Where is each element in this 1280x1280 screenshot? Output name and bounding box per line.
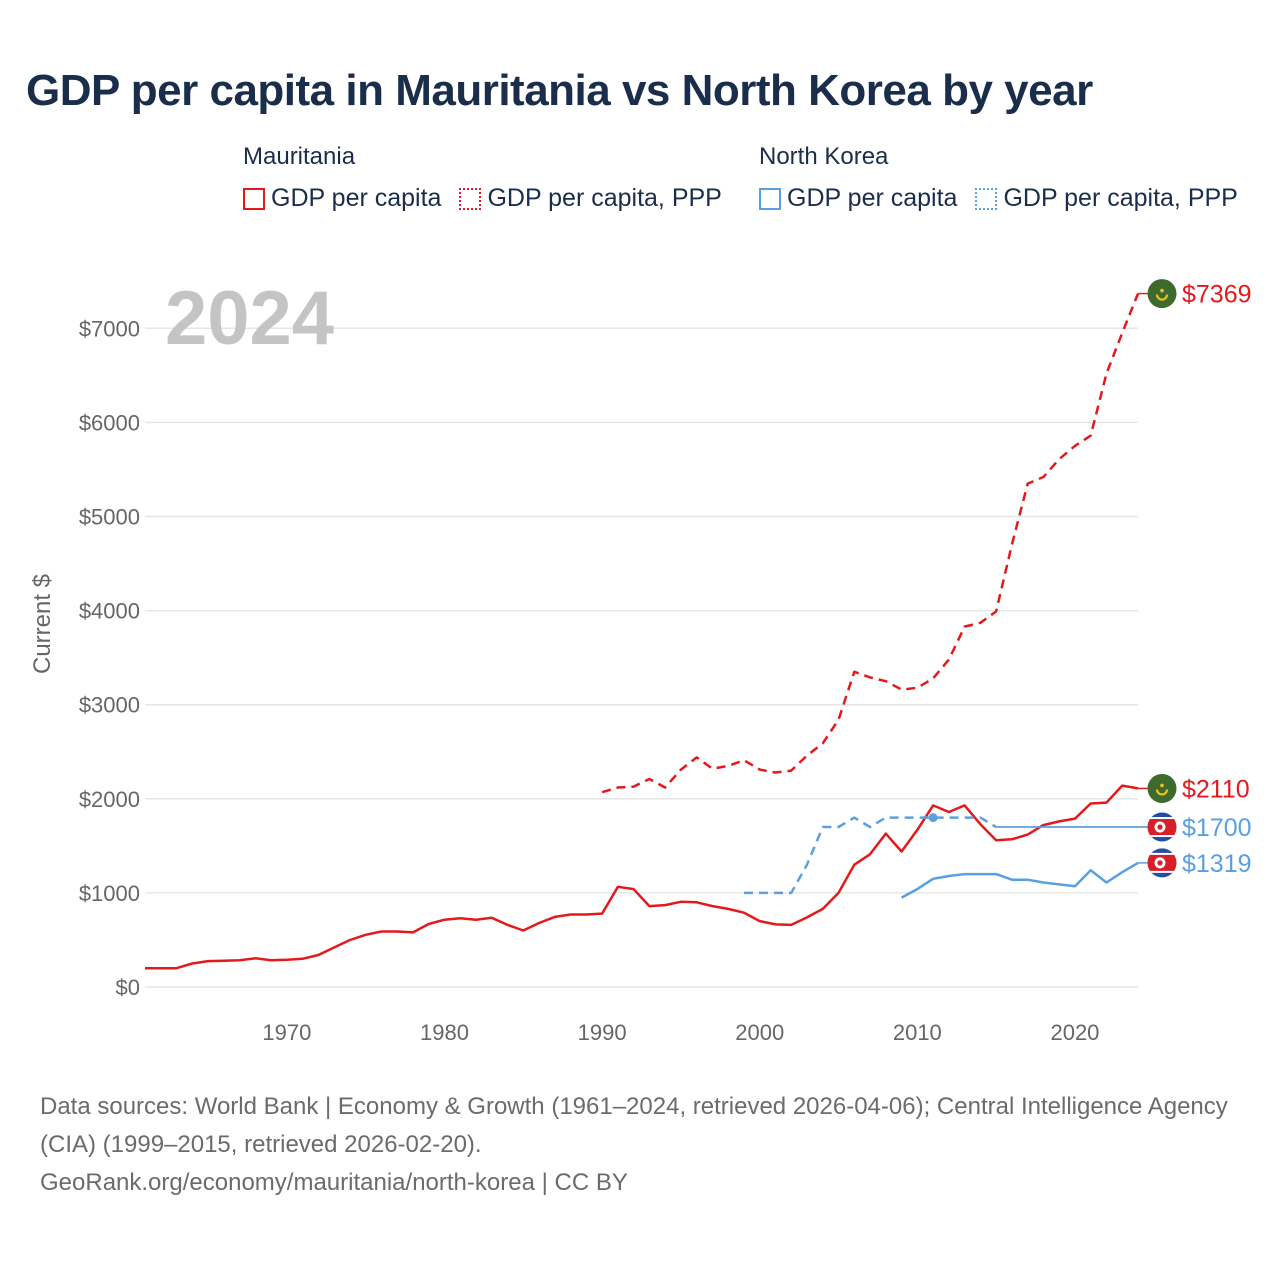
legend-group-mauritania: Mauritania GDP per capita GDP per capita… (243, 143, 740, 213)
y-tick-label: $3000 (79, 693, 140, 718)
mauritania-flag-icon (1147, 279, 1177, 309)
credit-link[interactable]: GeoRank.org/economy/mauritania/north-kor… (40, 1169, 628, 1196)
north-korea-flag-icon (1147, 812, 1177, 842)
legend-group-name: North Korea (759, 143, 889, 170)
x-tick-label: 1980 (420, 1020, 469, 1045)
x-tick-label: 1990 (578, 1020, 627, 1045)
y-tick-label: $4000 (79, 599, 140, 624)
y-tick-label: $6000 (79, 410, 140, 435)
north-korea-flag-icon (1147, 848, 1177, 878)
end-value-label: $1700 (1182, 814, 1252, 842)
legend-item-label: GDP per capita, PPP (1003, 184, 1238, 212)
x-tick-label: 1970 (262, 1020, 311, 1045)
y-axis-label: Current $ (29, 574, 56, 674)
y-tick-label: $5000 (79, 505, 140, 530)
chart-title: GDP per capita in Mauritania vs North Ko… (26, 66, 1093, 115)
line-chart: 2024 Current $ $0 $1000 $2000 $3000 $4000 $50… (29, 276, 1252, 1045)
legend-group-name: Mauritania (243, 143, 356, 170)
legend-item-label: GDP per capita (787, 184, 958, 212)
legend-item-north-korea-gdp[interactable]: GDP per capita (759, 184, 957, 213)
legend-swatch-dotted (459, 187, 482, 210)
legend-item-label: GDP per capita (271, 184, 442, 212)
y-tick-label: $7000 (79, 316, 140, 341)
hover-point[interactable] (928, 813, 938, 823)
x-tick-label: 2020 (1050, 1020, 1099, 1045)
legend-swatch-solid (243, 187, 265, 210)
legend-item-label: GDP per capita, PPP (487, 184, 722, 212)
end-value-label: $7369 (1182, 281, 1252, 309)
data-sources: Data sources: World Bank | Economy & Gro… (40, 1093, 1228, 1158)
series-line[interactable] (145, 784, 1139, 970)
series-line[interactable] (601, 293, 1140, 794)
legend-swatch-solid (759, 187, 781, 210)
legend-item-mauritania-gdp-ppp[interactable]: GDP per capita, PPP (459, 184, 722, 213)
series-line[interactable] (901, 861, 1139, 899)
x-tick-label: 2000 (735, 1020, 784, 1045)
x-tick-label: 2010 (893, 1020, 942, 1045)
y-tick-label: $2000 (79, 787, 140, 812)
mauritania-flag-icon (1147, 773, 1177, 803)
footer: Data sources: World Bank | Economy & Gro… (40, 1088, 1250, 1202)
year-watermark: 2024 (165, 276, 334, 361)
legend-item-mauritania-gdp[interactable]: GDP per capita (243, 184, 441, 213)
y-tick-label: $0 (116, 975, 140, 1000)
legend-group-north-korea: North Korea GDP per capita GDP per capit… (759, 143, 1256, 213)
series-line[interactable] (744, 816, 997, 895)
end-value-label: $2110 (1182, 775, 1250, 803)
end-value-label: $1319 (1182, 850, 1252, 878)
y-tick-label: $1000 (79, 881, 140, 906)
legend-item-north-korea-gdp-ppp[interactable]: GDP per capita, PPP (975, 184, 1238, 213)
legend-swatch-dotted (975, 187, 998, 210)
